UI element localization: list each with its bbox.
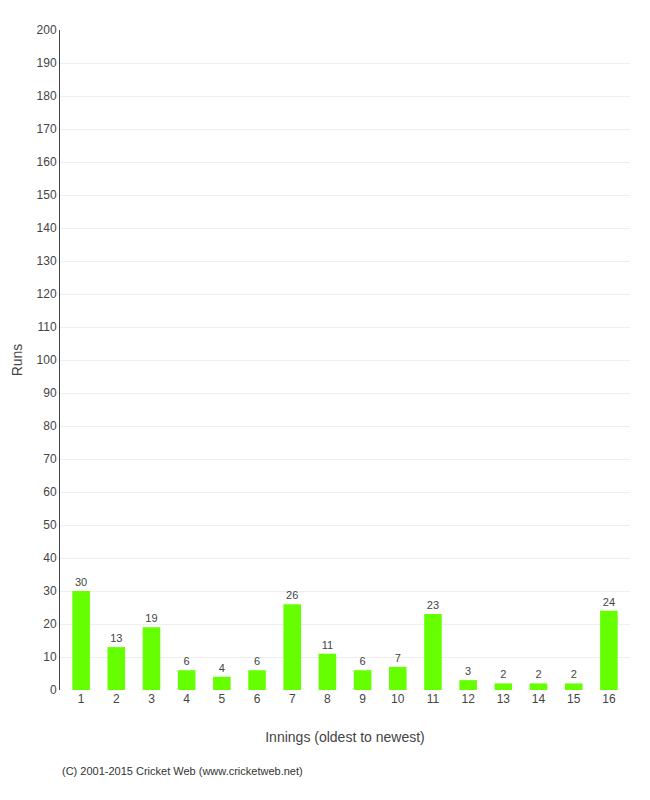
svg-text:110: 110 xyxy=(37,320,56,334)
svg-text:30: 30 xyxy=(43,584,57,598)
svg-text:4: 4 xyxy=(219,662,225,674)
svg-text:60: 60 xyxy=(43,485,57,499)
svg-text:16: 16 xyxy=(602,692,616,706)
svg-text:13: 13 xyxy=(110,632,122,644)
svg-text:6: 6 xyxy=(254,692,261,706)
svg-text:40: 40 xyxy=(43,551,57,565)
svg-text:8: 8 xyxy=(324,692,331,706)
svg-text:19: 19 xyxy=(145,612,157,624)
svg-text:170: 170 xyxy=(37,122,57,136)
svg-text:14: 14 xyxy=(532,692,546,706)
svg-text:4: 4 xyxy=(183,692,190,706)
svg-text:160: 160 xyxy=(37,155,57,169)
svg-text:11: 11 xyxy=(427,692,440,706)
svg-text:3: 3 xyxy=(465,665,471,677)
svg-text:0: 0 xyxy=(50,683,57,697)
svg-text:12: 12 xyxy=(461,692,475,706)
svg-text:7: 7 xyxy=(289,692,296,706)
svg-text:10: 10 xyxy=(391,692,405,706)
svg-text:200: 200 xyxy=(37,23,57,37)
svg-text:2: 2 xyxy=(113,692,120,706)
svg-text:(C) 2001-2015 Cricket Web (www: (C) 2001-2015 Cricket Web (www.cricketwe… xyxy=(62,765,303,777)
svg-text:90: 90 xyxy=(43,386,57,400)
svg-text:130: 130 xyxy=(37,254,57,268)
svg-text:15: 15 xyxy=(567,692,581,706)
svg-text:6: 6 xyxy=(360,655,366,667)
svg-text:Innings (oldest to newest): Innings (oldest to newest) xyxy=(265,729,425,745)
svg-text:180: 180 xyxy=(37,89,57,103)
svg-text:3: 3 xyxy=(148,692,155,706)
svg-text:50: 50 xyxy=(43,518,57,532)
svg-text:13: 13 xyxy=(497,692,511,706)
svg-text:23: 23 xyxy=(427,599,439,611)
svg-text:30: 30 xyxy=(75,576,87,588)
svg-text:120: 120 xyxy=(37,287,57,301)
svg-text:80: 80 xyxy=(43,419,57,433)
svg-text:7: 7 xyxy=(395,652,401,664)
svg-text:190: 190 xyxy=(37,56,57,70)
svg-text:5: 5 xyxy=(219,692,226,706)
svg-text:150: 150 xyxy=(37,188,57,202)
svg-text:Runs: Runs xyxy=(9,344,25,377)
svg-text:24: 24 xyxy=(603,596,615,608)
svg-text:1: 1 xyxy=(78,692,85,706)
svg-text:2: 2 xyxy=(571,668,577,680)
svg-text:70: 70 xyxy=(43,452,57,466)
svg-text:26: 26 xyxy=(286,589,298,601)
svg-text:6: 6 xyxy=(254,655,260,667)
svg-text:9: 9 xyxy=(359,692,366,706)
svg-text:20: 20 xyxy=(43,617,57,631)
svg-text:10: 10 xyxy=(43,650,57,664)
svg-text:100: 100 xyxy=(37,353,57,367)
svg-text:140: 140 xyxy=(37,221,57,235)
svg-text:2: 2 xyxy=(500,668,506,680)
svg-text:11: 11 xyxy=(322,639,333,651)
svg-text:2: 2 xyxy=(535,668,541,680)
svg-text:6: 6 xyxy=(184,655,190,667)
